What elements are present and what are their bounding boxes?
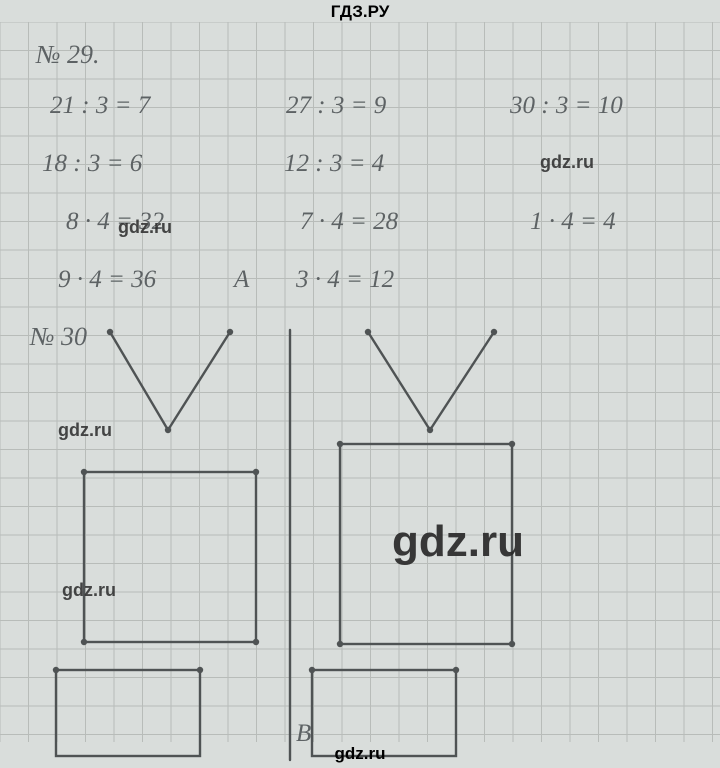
problem-30-label: № 30	[30, 322, 87, 352]
equation-cell: А	[234, 266, 249, 294]
watermark: gdz.ru	[62, 580, 116, 601]
equation-cell: 21 : 3 = 7	[50, 92, 150, 120]
geometry-drawing	[0, 22, 720, 762]
equation-cell: 27 : 3 = 9	[286, 92, 386, 120]
equation-cell: 7 · 4 = 28	[300, 208, 398, 236]
problem-29-label: № 29.	[36, 40, 100, 70]
equation-cell: 12 : 3 = 4	[284, 150, 384, 178]
site-header: ГДЗ.РУ	[0, 2, 720, 22]
watermark: gdz.ru	[118, 217, 172, 238]
footer-text: gdz.ru	[335, 744, 386, 763]
site-footer: gdz.ru	[0, 744, 720, 764]
watermark: gdz.ru	[58, 420, 112, 441]
equation-cell: 1 · 4 = 4	[530, 208, 616, 236]
equation-cell: 18 : 3 = 6	[42, 150, 142, 178]
notebook-page: № 29. 21 : 3 = 7 27 : 3 = 9 30 : 3 = 10 18 …	[0, 22, 720, 742]
header-text: ГДЗ.РУ	[331, 2, 390, 21]
equation-cell: 3 · 4 = 12	[296, 266, 394, 294]
watermark: gdz.ru	[540, 152, 594, 173]
equation-cell: 9 · 4 = 36	[58, 266, 156, 294]
equation-cell: 30 : 3 = 10	[510, 92, 623, 120]
watermark: gdz.ru	[392, 517, 524, 567]
